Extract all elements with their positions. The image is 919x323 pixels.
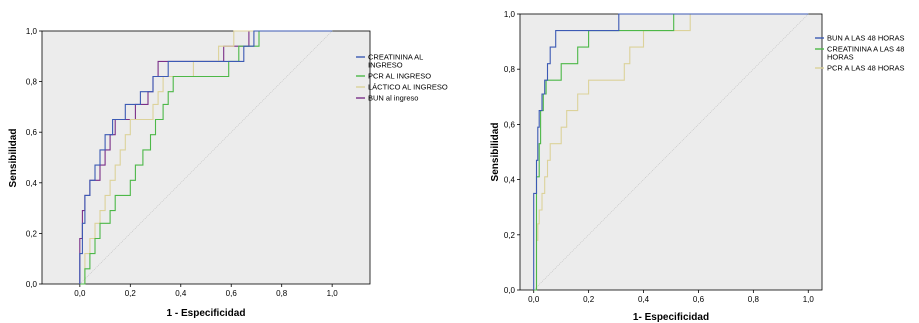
chart-2-y-tick-label: 0,2: [504, 231, 516, 240]
chart-1-y-tick-label: 0,2: [26, 229, 38, 238]
chart-1-legend-label: CREATININA AL INGRESO: [368, 53, 423, 70]
chart-2-y-tick-label: 0,0: [504, 286, 516, 295]
chart-1-y-axis-title: Sensibilidad: [8, 129, 19, 188]
chart-1-legend-label: BUN al ingreso: [368, 94, 418, 103]
chart-1-y-tick-label: 0,0: [26, 280, 38, 289]
chart-2-legend-label: PCR A LAS 48 HORAS: [827, 64, 905, 73]
chart-2-legend-label: CREATININA A LAS 48 HORAS: [827, 45, 904, 62]
chart-2-y-tick-label: 0,6: [504, 120, 516, 129]
chart-2-x-tick-label: 0,0: [528, 295, 540, 304]
chart-2-x-tick-label: 0,4: [638, 295, 650, 304]
chart-1-y-tick-label: 0,4: [26, 179, 38, 188]
chart-2-legend-label: BUN A LAS 48 HORAS: [827, 34, 905, 43]
chart-1-x-tick-label: 1,0: [327, 289, 339, 298]
chart-2-x-tick-label: 0,2: [583, 295, 595, 304]
chart-1-reference-diagonal: [79, 30, 333, 285]
chart-2-reference-diagonal: [533, 13, 809, 291]
chart-1-x-tick-label: 0,0: [74, 289, 86, 298]
chart-1-series-line-3: [79, 30, 333, 285]
chart-2-series-line-1: [533, 13, 809, 290]
chart-2-x-tick-label: 0,6: [693, 295, 705, 304]
chart-1-y-tick-label: 1,0: [26, 27, 38, 36]
chart-1-legend-label: LÁCTICO AL INGRESO: [368, 83, 448, 92]
chart-2-x-tick-label: 1,0: [803, 295, 815, 304]
chart-2-y-tick-label: 0,4: [504, 176, 516, 185]
chart-2-x-axis-title: 1- Especificidad: [633, 312, 709, 323]
chart-1-x-tick-label: 0,6: [226, 289, 238, 298]
chart-2-y-axis-title: Sensibilidad: [490, 123, 501, 182]
chart-1-x-tick-label: 0,4: [175, 289, 187, 298]
chart-2-series-line-2: [533, 13, 809, 291]
chart-1-y-tick-label: 0,6: [26, 128, 38, 137]
chart-1-legend-label: PCR AL INGRESO: [368, 72, 431, 81]
chart-1-x-tick-label: 0,8: [276, 289, 288, 298]
chart-2-series-line-3: [533, 13, 809, 291]
chart-1-series-line-1: [79, 30, 333, 284]
chart-1-x-axis-title: 1 - Especificidad: [167, 308, 246, 319]
chart-1-series-line-2: [79, 30, 333, 285]
chart-1-y-tick-label: 0,8: [26, 78, 38, 87]
chart-2-x-tick-label: 0,8: [748, 295, 760, 304]
chart-1-x-tick-label: 0,2: [125, 289, 137, 298]
chart-2-y-tick-label: 1,0: [504, 10, 516, 19]
chart-2-y-tick-label: 0,8: [504, 65, 516, 74]
